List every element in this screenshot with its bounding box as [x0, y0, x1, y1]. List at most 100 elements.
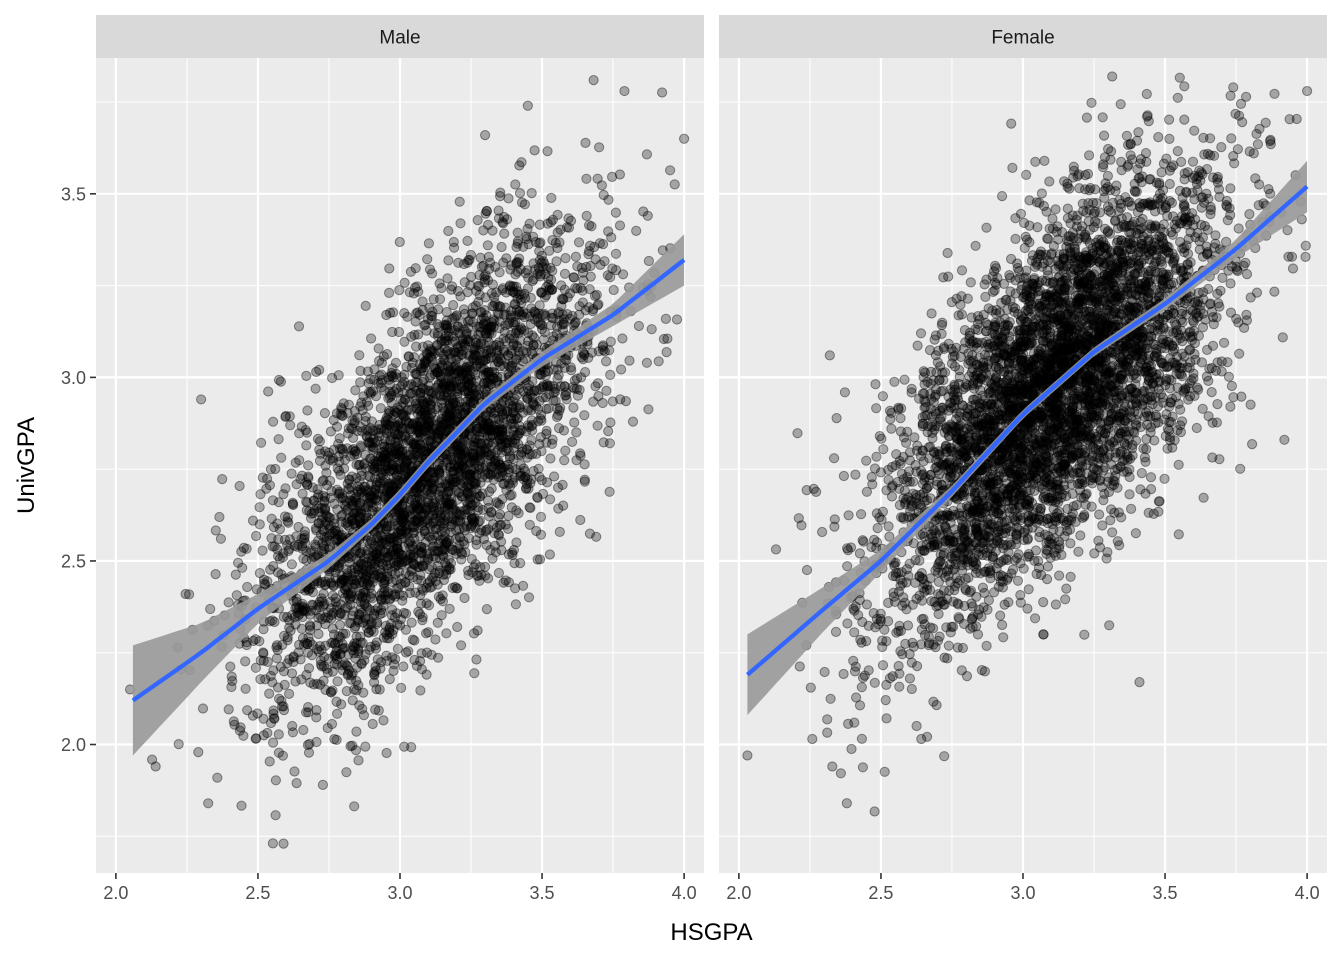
data-point — [180, 588, 191, 600]
data-point — [526, 421, 537, 432]
data-point — [467, 567, 478, 578]
data-point — [581, 261, 592, 273]
data-point — [1042, 561, 1054, 572]
data-point — [388, 472, 399, 483]
data-point — [212, 772, 223, 783]
data-point — [565, 215, 577, 226]
data-point — [843, 510, 854, 521]
data-point — [410, 398, 422, 409]
data-point — [347, 740, 358, 751]
data-point — [522, 100, 533, 111]
data-point — [279, 630, 290, 641]
data-point — [446, 284, 457, 295]
data-point — [223, 597, 234, 608]
data-point — [440, 557, 451, 569]
data-point — [596, 180, 608, 191]
data-point — [352, 615, 363, 626]
data-point — [403, 434, 414, 445]
data-point — [367, 572, 379, 583]
data-point — [317, 596, 328, 607]
data-point — [792, 428, 803, 439]
data-point — [357, 703, 368, 715]
data-point — [493, 471, 504, 483]
data-point — [291, 531, 302, 542]
data-point — [398, 410, 409, 421]
data-point — [369, 455, 380, 466]
x-tick-label: 3.0 — [387, 883, 412, 903]
data-point — [405, 465, 416, 476]
data-point — [260, 674, 271, 685]
data-point — [373, 343, 384, 354]
data-point — [433, 591, 444, 602]
data-point — [471, 535, 482, 546]
data-point — [467, 330, 478, 341]
data-point — [669, 179, 680, 190]
data-point — [384, 287, 395, 298]
x-tick-label: 2.5 — [245, 883, 270, 903]
data-point — [433, 432, 444, 443]
data-point — [447, 544, 458, 556]
data-point — [388, 533, 399, 544]
data-point — [409, 654, 420, 666]
data-point — [514, 402, 525, 413]
data-point — [315, 655, 326, 666]
data-point — [547, 308, 558, 319]
data-point — [294, 639, 305, 650]
data-point — [440, 368, 452, 379]
data-point — [449, 242, 460, 253]
data-point — [553, 308, 564, 319]
data-point — [437, 382, 448, 394]
data-point — [438, 460, 449, 471]
data-point — [456, 640, 467, 651]
data-point — [254, 519, 265, 530]
data-point — [393, 435, 404, 447]
data-point — [498, 333, 509, 344]
data-point — [519, 288, 530, 299]
data-point — [296, 674, 307, 685]
data-point — [434, 516, 445, 527]
data-point — [423, 314, 434, 325]
data-point — [339, 609, 350, 621]
data-point — [494, 433, 506, 444]
data-point — [361, 508, 372, 519]
data-point — [408, 552, 419, 563]
data-point — [404, 570, 415, 581]
data-point — [315, 679, 326, 690]
data-point — [393, 429, 404, 440]
data-point — [497, 494, 508, 505]
data-point — [449, 347, 460, 358]
data-point — [466, 455, 477, 466]
data-point — [274, 524, 285, 535]
data-point — [305, 677, 316, 688]
data-point — [474, 491, 485, 502]
data-point — [419, 374, 430, 385]
data-point — [603, 226, 614, 237]
data-point — [231, 590, 242, 601]
data-point — [585, 271, 596, 282]
data-point — [560, 445, 571, 456]
data-point — [619, 85, 630, 97]
data-point — [516, 157, 527, 168]
data-point — [360, 449, 371, 460]
data-point — [375, 403, 386, 414]
data-point — [515, 470, 526, 481]
data-point — [532, 492, 543, 503]
data-point — [615, 394, 626, 405]
data-point — [409, 417, 420, 428]
data-point — [241, 637, 252, 648]
data-point — [390, 477, 401, 489]
data-point — [286, 468, 297, 479]
data-point — [526, 474, 537, 485]
data-point — [241, 639, 252, 651]
data-point — [478, 364, 489, 375]
data-point — [370, 665, 382, 676]
data-point — [594, 142, 605, 153]
data-point — [466, 500, 477, 511]
data-point — [522, 383, 533, 394]
data-point — [489, 292, 500, 303]
data-point — [518, 580, 529, 591]
data-point — [332, 676, 343, 687]
data-point — [410, 396, 421, 407]
data-point — [593, 346, 604, 357]
data-point — [312, 644, 323, 655]
